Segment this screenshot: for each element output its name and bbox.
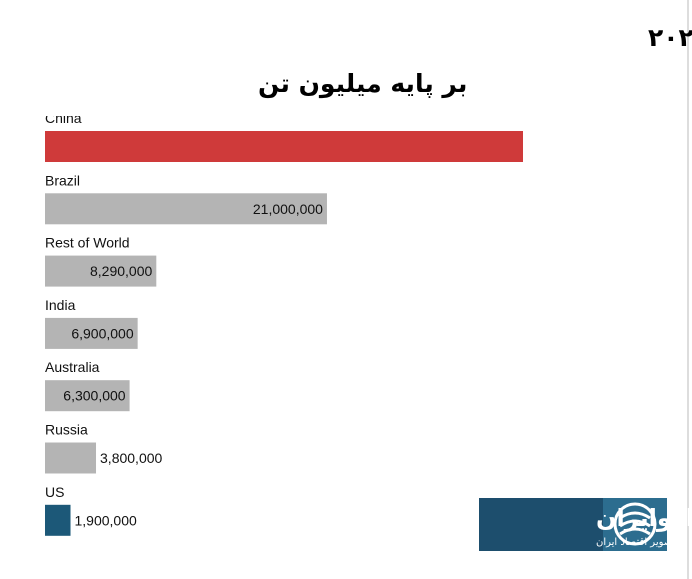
value-label: 1,900,000 xyxy=(75,512,137,528)
bar xyxy=(45,255,157,287)
bar xyxy=(45,380,130,412)
value-label: 6,900,000 xyxy=(71,325,133,341)
logo-tagline: تصویر اقتصاد ایران xyxy=(596,537,675,548)
bar xyxy=(45,317,138,349)
logo-name: اکوایران xyxy=(596,504,692,532)
bar xyxy=(45,504,71,536)
category-label: Russia xyxy=(45,422,88,438)
bar xyxy=(45,131,523,162)
logo-icon xyxy=(613,502,657,546)
bar xyxy=(45,193,327,225)
bar xyxy=(45,442,97,474)
chart-title: سهم هر کشور از عناصر معدنی کمیاب تا سال … xyxy=(648,23,692,53)
category-label: Australia xyxy=(45,359,100,375)
chart-subtitle: بر پایه میلیون تن xyxy=(258,69,467,99)
value-label: 6,300,000 xyxy=(63,388,125,404)
category-label: Brazil xyxy=(45,172,80,188)
title-area xyxy=(0,0,686,116)
category-label: India xyxy=(45,297,76,313)
category-label: US xyxy=(45,484,64,500)
logo-icon-waves xyxy=(619,511,651,536)
value-label: 8,290,000 xyxy=(90,263,152,279)
category-label: Rest of World xyxy=(45,235,130,251)
value-label: 3,800,000 xyxy=(100,450,162,466)
logo: اکوایران تصویر اقتصاد ایران xyxy=(479,498,692,551)
value-label: 21,000,000 xyxy=(253,201,323,217)
